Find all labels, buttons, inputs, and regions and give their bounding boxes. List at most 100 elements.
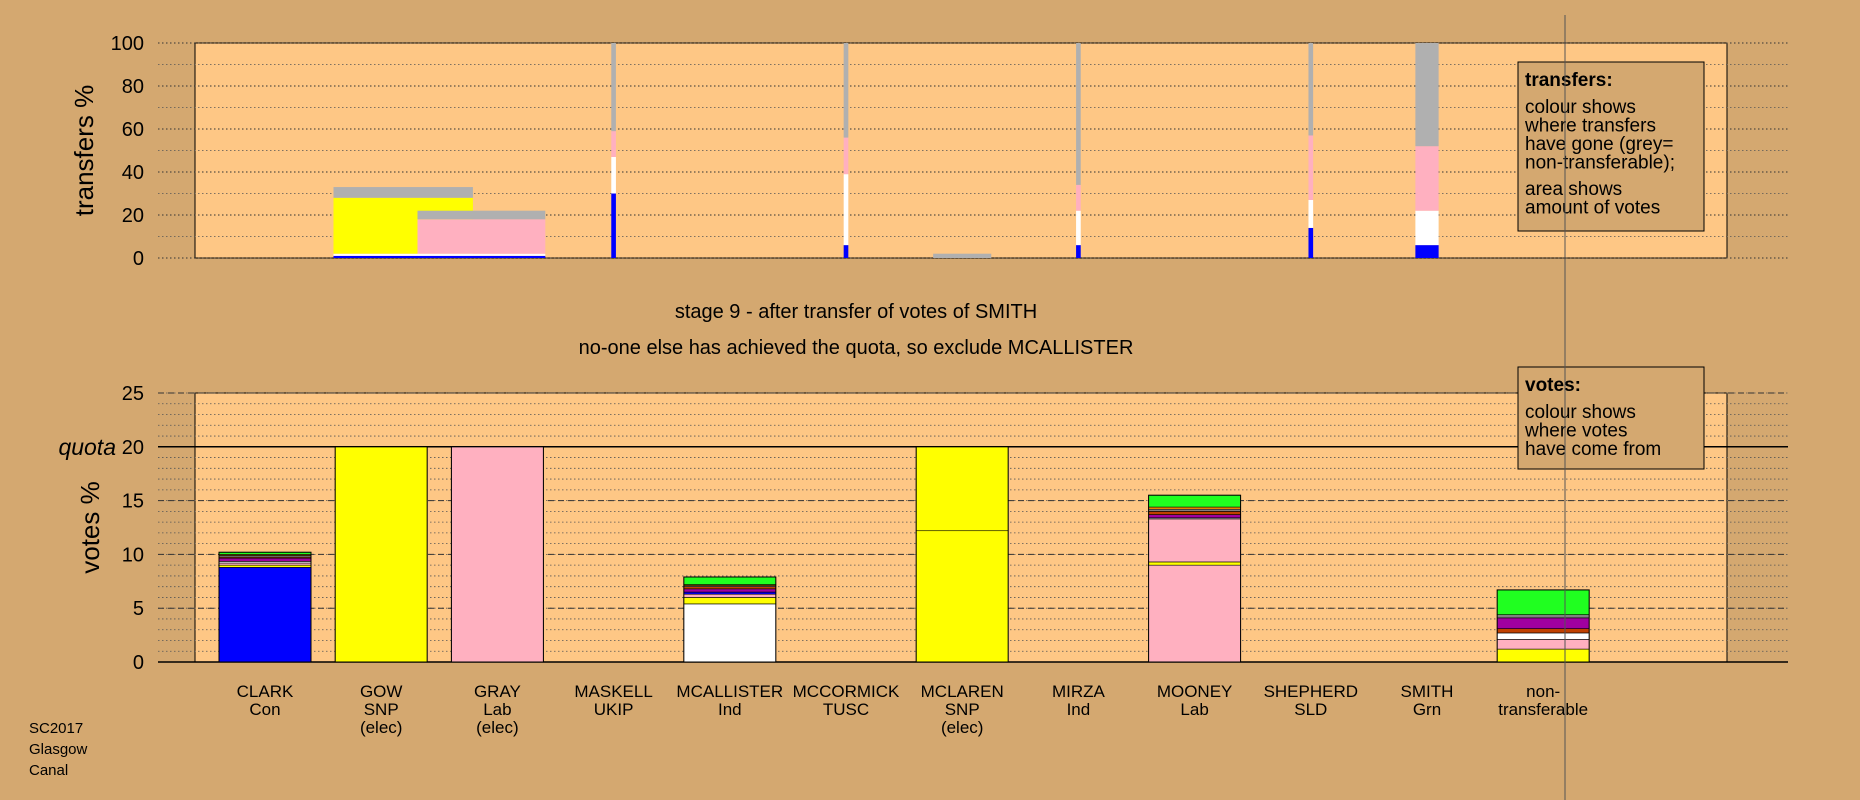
footer-line: Glasgow [29, 741, 88, 758]
vote-segment [683, 593, 777, 598]
x-tick-label: transferable [1498, 700, 1588, 719]
y-tick-label: 80 [122, 76, 144, 98]
transfer-segment [1415, 43, 1439, 147]
vote-segment [683, 586, 777, 590]
transfer-segment [1415, 245, 1439, 258]
y-tick-label: 5 [133, 598, 144, 620]
transfers-panel: 0 20 40 60 80 100 transfers % transfers: colour … [69, 33, 1788, 270]
transfer-segment [333, 187, 473, 198]
x-tick-label: (elec) [941, 718, 984, 737]
x-tick-label: SNP [364, 700, 399, 719]
x-tick-label: MCCORMICK [793, 682, 900, 701]
quota-label: quota [58, 434, 116, 460]
transfer-segment [611, 43, 616, 132]
vote-segment [1496, 589, 1590, 615]
vote-segment [683, 603, 777, 663]
vote-bar-outline [915, 446, 1009, 663]
vote-segment [1496, 628, 1590, 634]
transfer-segment [611, 131, 616, 157]
legend-line: where transfers [1524, 116, 1656, 137]
transfer-segment [417, 210, 546, 220]
x-tick-label: SNP [945, 700, 980, 719]
y-tick-label: 15 [122, 491, 144, 513]
vote-segment [1148, 514, 1241, 519]
y-tick-label: 100 [111, 33, 144, 55]
x-tick-label: MASKELL [574, 682, 652, 701]
legend-line: have gone (grey= [1525, 134, 1673, 155]
vote-segment [683, 588, 777, 593]
footer-line: Canal [29, 762, 69, 779]
vote-segment [218, 567, 312, 663]
transfer-segment [1415, 146, 1439, 211]
x-tick-label: CLARK [237, 682, 294, 701]
vote-bar-outline [450, 446, 544, 663]
transfer-segment [1308, 227, 1314, 258]
transfer-segment [1076, 245, 1081, 258]
legend-box [1517, 366, 1705, 470]
y-tick-label: 40 [122, 162, 144, 184]
y-tick-label: 25 [122, 383, 144, 405]
x-tick-label: MOONEY [1157, 682, 1233, 701]
transfer-segment [1076, 184, 1081, 211]
footer-line: SC2017 [29, 720, 84, 737]
transfer-segment [843, 137, 849, 175]
y-tick-label: 0 [133, 248, 144, 270]
vote-bar-outline [218, 551, 312, 663]
y-tick-label: 20 [122, 437, 144, 459]
vote-segment [1148, 506, 1241, 510]
vote-segment [218, 564, 312, 568]
vote-segment [1148, 508, 1241, 512]
x-tick-label: Lab [1180, 700, 1208, 719]
transfer-segment [1076, 43, 1081, 185]
legend-line: amount of votes [1525, 198, 1660, 219]
transfer-segment [333, 253, 473, 256]
vote-segment [1496, 614, 1590, 619]
vote-segment [915, 446, 1009, 532]
y-tick-label: 20 [122, 205, 144, 227]
transfer-segment [1308, 43, 1314, 136]
vote-segment [1496, 648, 1590, 663]
legend-title: votes: [1525, 375, 1581, 396]
stage-subtitle: no-one else has achieved the quota, so e… [579, 337, 1134, 359]
x-tick-label: GOW [360, 682, 403, 701]
x-tick-label: MIRZA [1052, 682, 1106, 701]
vote-segment [451, 446, 544, 663]
legend-line: have come from [1525, 439, 1661, 460]
x-tick-label: Con [249, 700, 280, 719]
transfer-segment [417, 253, 546, 256]
x-tick-label: SLD [1294, 700, 1327, 719]
legend-line: colour shows [1525, 402, 1636, 423]
vote-bar-outline [683, 576, 777, 663]
legend-line: non-transferable); [1525, 153, 1675, 174]
vote-segment [1496, 639, 1590, 650]
vote-segment [915, 530, 1009, 663]
x-tick-label: MCALLISTER [676, 682, 783, 701]
x-tick-label: (elec) [476, 718, 519, 737]
x-tick-label: SHEPHERD [1264, 682, 1358, 701]
footer-note: SC2017 Glasgow Canal [29, 718, 87, 781]
vote-bar-outline [1148, 494, 1242, 663]
transfer-segment [611, 193, 616, 258]
transfer-segment [843, 43, 849, 138]
vote-segment [218, 557, 312, 562]
transfer-segment [417, 255, 546, 258]
vote-segment [1496, 617, 1590, 629]
x-tick-label: MCLAREN [921, 682, 1004, 701]
legend-title: transfers: [1525, 70, 1613, 91]
y-tick-label: 60 [122, 119, 144, 141]
legend-line: colour shows [1525, 97, 1636, 118]
transfer-segment [611, 156, 616, 194]
y-axis-label: votes % [75, 481, 105, 574]
x-tick-label: non- [1526, 682, 1560, 701]
x-tick-label: UKIP [594, 700, 634, 719]
transfer-segment [1415, 210, 1439, 246]
x-tick-label: Lab [483, 700, 511, 719]
vote-segment [1496, 632, 1590, 640]
stage-title: stage 9 - after transfer of votes of SMI… [675, 301, 1037, 323]
legend-box [1517, 61, 1705, 232]
x-tick-label: Grn [1413, 700, 1441, 719]
legend-line: where votes [1524, 421, 1627, 442]
x-tick-label: SMITH [1401, 682, 1454, 701]
vote-segment [334, 446, 428, 663]
